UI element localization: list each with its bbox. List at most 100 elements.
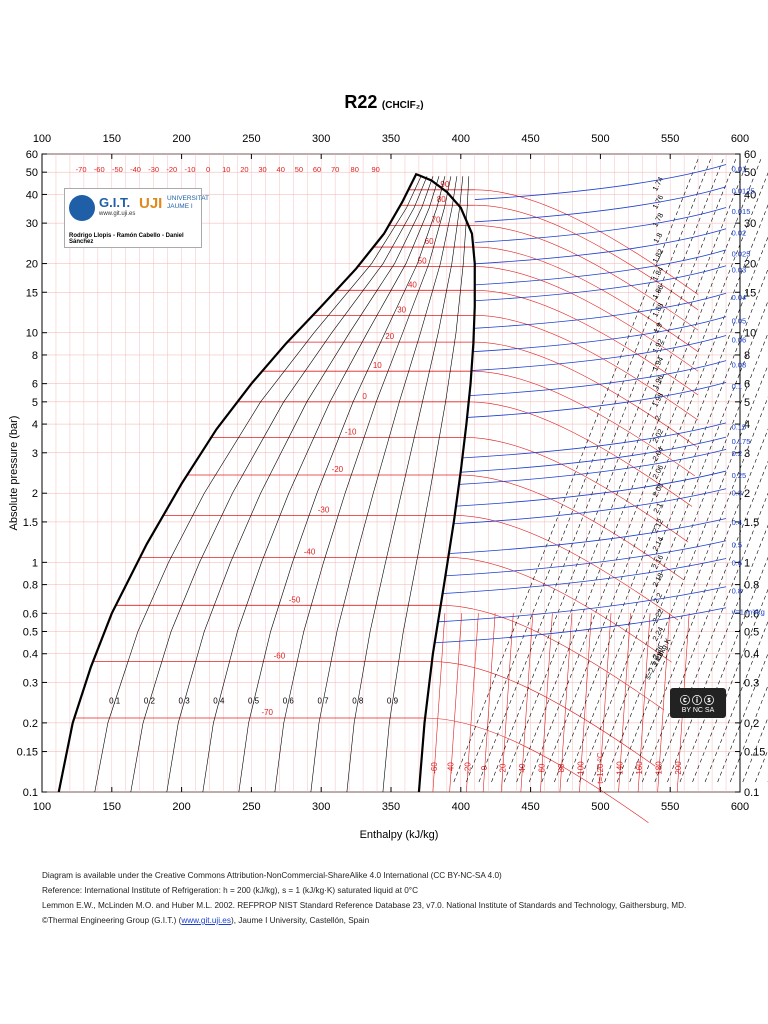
y-tick-label-right: 2 <box>744 488 750 500</box>
isentrope-label: 2.1 <box>651 501 664 514</box>
x-tick-label-top: 600 <box>731 133 749 145</box>
isotherm-superheated <box>474 225 699 331</box>
git-website-link[interactable]: www.git.uji.es <box>181 916 231 925</box>
cc-license-badge: ⓒⓘⓢ BY NC SA <box>670 688 726 718</box>
y-tick-label-right: 0.1 <box>744 787 759 799</box>
isotherm-top-label: -30 <box>148 165 159 174</box>
isotherm-top-label: -20 <box>166 165 177 174</box>
isotherm-label: 50 <box>418 257 427 266</box>
isochore-line <box>469 360 727 397</box>
refrigerant-formula: (CHClF₂) <box>381 100 424 111</box>
cc-license-text: BY NC SA <box>681 707 715 714</box>
isochore-label: 0.4 <box>732 518 742 527</box>
isentrope-label: 1.8 <box>651 231 664 244</box>
isotherm-label: -30 <box>318 505 330 514</box>
footer-reference: Reference: International Institute of Re… <box>42 886 418 895</box>
isotherm-bottom-label: 160 <box>635 761 644 775</box>
isentrope-label: 2 <box>653 414 663 422</box>
isentrope-label: 2.2 <box>651 591 664 604</box>
saturation-curve <box>57 172 476 793</box>
quality-label: 0.7 <box>317 697 329 706</box>
isotherm-label: 10 <box>373 361 382 370</box>
x-tick-label-bottom: 200 <box>172 801 190 813</box>
y-tick-label-right: 40 <box>744 189 756 201</box>
isotherm-top-label: 20 <box>240 165 248 174</box>
quality-label: 0.9 <box>387 697 399 706</box>
isochore-line <box>446 540 727 577</box>
isochore-label: 0.175 <box>732 437 751 446</box>
isotherm-liquid-line <box>657 613 670 793</box>
isotherm-top-label: 70 <box>331 165 339 174</box>
isotherm-bottom-label: -20 <box>463 762 472 774</box>
isotherm-label: 0 <box>362 392 367 401</box>
quality-line <box>346 176 464 793</box>
isochore-line <box>459 448 727 485</box>
isotherm-label: 60 <box>425 237 434 246</box>
y-tick-label-left: 0.1 <box>23 787 38 799</box>
git-uji-logo: G.I.T. www.git.uji.es UJI UNIVERSITAT JA… <box>64 188 209 248</box>
y-tick-label-right: 1 <box>744 557 750 569</box>
x-tick-label-bottom: 450 <box>521 801 539 813</box>
footer-copyright-pre: ©Thermal Engineering Group (G.I.T.) ( <box>42 916 182 925</box>
y-tick-label-left: 15 <box>26 287 38 299</box>
footer-notes: Diagram is available under the Creative … <box>42 868 686 928</box>
y-tick-label-left: 0.15 <box>17 747 38 759</box>
x-tick-label-bottom: 250 <box>242 801 260 813</box>
isotherm-top-label: 60 <box>313 165 321 174</box>
x-tick-label-bottom: 100 <box>33 801 51 813</box>
footer-license: Diagram is available under the Creative … <box>42 871 502 880</box>
uji-logo-text: UJI <box>139 195 163 212</box>
isochore-line <box>456 470 727 507</box>
isochore-label: 0.25 <box>732 471 747 480</box>
y-tick-label-right: 0.5 <box>744 626 759 638</box>
authors: Rodrigo Llopis - Ramón Cabello - Daniel … <box>69 233 184 245</box>
quality-line <box>94 176 422 793</box>
isochore-label: 0.08 <box>732 360 747 369</box>
isochore-line <box>474 265 727 302</box>
y-tick-label-right: 60 <box>744 149 756 161</box>
y-tick-label-left: 0.6 <box>23 608 38 620</box>
x-tick-label-top: 150 <box>103 133 121 145</box>
y-tick-label-left: 60 <box>26 149 38 161</box>
isochore-label: 0.3 <box>732 488 742 497</box>
isochore-label: 0.5 <box>732 541 742 550</box>
isotherm-liquid-line <box>520 613 534 793</box>
y-axis-label: Absolute pressure (bar) <box>8 416 20 531</box>
y-tick-label-right: 0.4 <box>744 649 759 661</box>
isotherm-bottom-label: -40 <box>447 762 456 774</box>
isochore-label: 0.03 <box>732 265 747 274</box>
y-tick-label-left: 6 <box>32 379 38 391</box>
x-tick-label-bottom: 150 <box>103 801 121 813</box>
isotherm-liquid-line <box>500 613 514 793</box>
isochore-line <box>474 228 727 265</box>
quality-line <box>130 176 428 793</box>
isochore-line <box>474 164 727 200</box>
quality-label: 0.5 <box>248 697 260 706</box>
quality-label: 0.8 <box>352 697 364 706</box>
git-logo-text: G.I.T. <box>99 195 131 210</box>
isotherm-top-label: -60 <box>94 165 105 174</box>
quality-lines <box>94 176 470 793</box>
isotherm-top-label: 90 <box>371 165 379 174</box>
y-tick-label-right: 0.3 <box>744 677 759 689</box>
isotherm-bottom-label: 80 <box>557 763 566 772</box>
isotherm-superheated <box>468 401 693 507</box>
isotherm-label: -40 <box>304 547 316 556</box>
isotherm-bottom-label: 140 <box>616 761 625 775</box>
isotherm-bottom-label: 60 <box>537 763 546 772</box>
isotherm-liquid-line <box>618 613 631 793</box>
isotherm-superheated <box>464 437 689 543</box>
isochore-line <box>438 586 727 623</box>
isotherm-liquid-line <box>449 613 462 793</box>
y-tick-label-left: 0.5 <box>23 626 38 638</box>
git-logo-icon <box>69 195 95 221</box>
y-tick-label-left: 2 <box>32 488 38 500</box>
isotherm-liquid-line <box>482 613 496 793</box>
x-tick-label-top: 200 <box>172 133 190 145</box>
university-name: UNIVERSITAT JAUME I <box>167 195 209 210</box>
isotherm-label: 30 <box>397 305 406 314</box>
quality-line <box>310 176 458 793</box>
isotherm-top-label: 30 <box>258 165 266 174</box>
quality-line <box>238 176 446 793</box>
